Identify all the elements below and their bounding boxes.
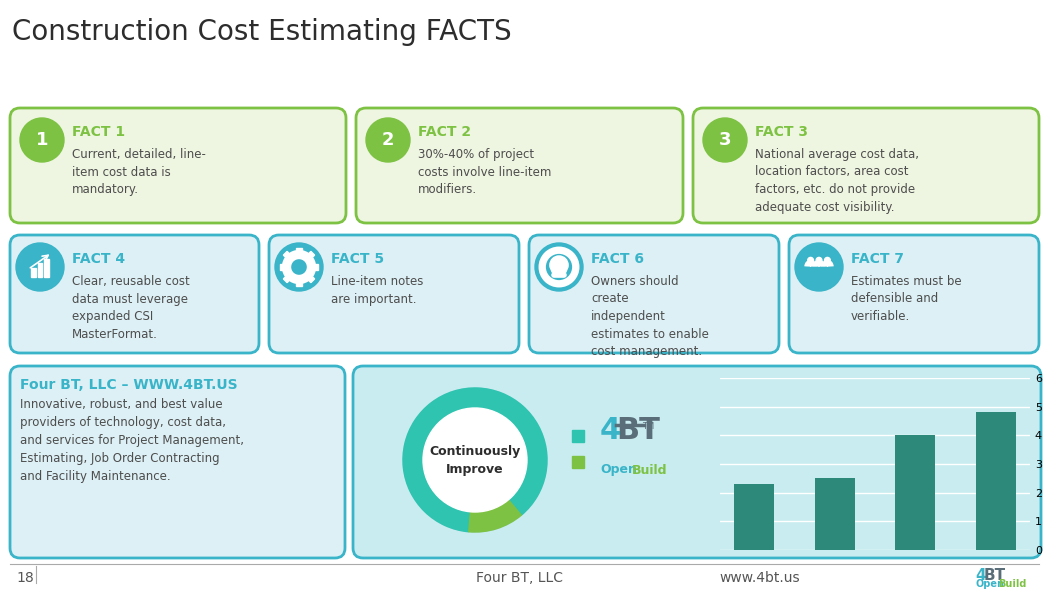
Text: 4: 4 [600,416,621,445]
Text: Build: Build [998,579,1026,589]
Circle shape [816,257,821,263]
Text: Four BT, LLC: Four BT, LLC [476,571,563,585]
Text: FACT 3: FACT 3 [755,125,808,139]
Circle shape [294,261,304,272]
Text: BT: BT [984,567,1006,582]
Circle shape [550,256,569,274]
Text: Open: Open [600,463,637,477]
Text: Open: Open [975,579,1004,589]
Text: 18: 18 [16,571,34,585]
Text: 1: 1 [36,131,48,149]
Circle shape [403,388,547,532]
Circle shape [423,408,527,512]
Circle shape [808,257,813,263]
FancyBboxPatch shape [10,235,259,353]
Circle shape [703,118,747,162]
Bar [30,268,36,277]
Text: Clear, reusable cost
data must leverage
expanded CSI
MasterFormat.: Clear, reusable cost data must leverage … [72,275,190,340]
Text: FACT 4: FACT 4 [72,252,125,266]
Circle shape [825,257,830,263]
Bar [38,263,42,277]
Text: Innovative, robust, and best value
providers of technology, cost data,
and servi: Innovative, robust, and best value provi… [20,398,244,483]
Text: FACT 6: FACT 6 [591,252,644,266]
Circle shape [535,243,583,291]
Text: Owners should
create
independent
estimates to enable
cost management.: Owners should create independent estimat… [591,275,709,358]
FancyBboxPatch shape [10,366,345,558]
Text: 4: 4 [975,567,986,582]
Text: www.4bt.us: www.4bt.us [720,571,800,585]
Bar [283,251,291,259]
Text: Build: Build [631,463,667,477]
Wedge shape [469,500,521,532]
Circle shape [275,243,323,291]
Text: Current, detailed, line-
item cost data is
mandatory.: Current, detailed, line- item cost data … [72,148,206,196]
Text: 2: 2 [382,131,394,149]
Bar [976,412,1015,550]
FancyBboxPatch shape [529,235,779,353]
Bar [297,247,302,253]
Bar [44,258,49,277]
Circle shape [366,118,410,162]
Bar [314,264,319,269]
Bar [280,264,285,269]
FancyBboxPatch shape [693,108,1039,223]
Circle shape [20,118,64,162]
Text: FACT 5: FACT 5 [331,252,384,266]
Text: TM: TM [642,422,655,431]
Text: FACT 7: FACT 7 [851,252,904,266]
Bar [734,484,774,550]
Bar [572,456,584,468]
Wedge shape [403,388,547,532]
Text: FACT 2: FACT 2 [418,125,471,139]
Bar [815,478,855,550]
Circle shape [16,243,64,291]
Text: BT: BT [616,416,660,445]
Circle shape [795,243,843,291]
Text: Four BT, LLC – WWW.4BT.US: Four BT, LLC – WWW.4BT.US [20,378,238,392]
FancyBboxPatch shape [354,366,1041,558]
Text: National average cost data,
location factors, area cost
factors, etc. do not pro: National average cost data, location fac… [755,148,919,213]
Bar [297,281,302,286]
Text: Line-item notes
are important.: Line-item notes are important. [331,275,424,305]
Text: Construction Cost Estimating FACTS: Construction Cost Estimating FACTS [12,18,512,46]
Text: 30%-40% of project
costs involve line-item
modifiers.: 30%-40% of project costs involve line-it… [418,148,552,196]
Text: FACT 1: FACT 1 [72,125,125,139]
Text: 3: 3 [719,131,731,149]
Text: Estimates must be
defensible and
verifiable.: Estimates must be defensible and verifia… [851,275,962,323]
Bar [283,275,291,283]
FancyBboxPatch shape [10,108,346,223]
FancyBboxPatch shape [789,235,1039,353]
Bar [895,435,936,550]
Bar [307,275,315,283]
FancyBboxPatch shape [356,108,683,223]
Bar [572,430,584,442]
Text: Continuously
Improve: Continuously Improve [429,444,520,475]
Bar [307,251,315,259]
FancyBboxPatch shape [269,235,519,353]
